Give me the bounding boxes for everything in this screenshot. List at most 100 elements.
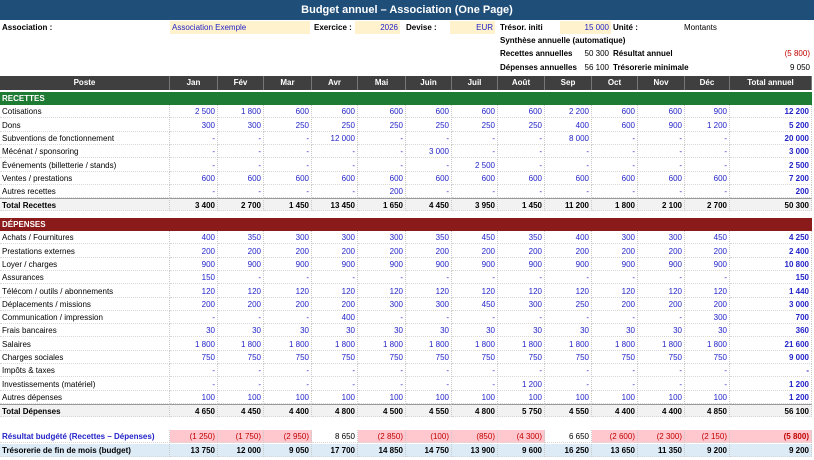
table-cell: - (452, 145, 498, 159)
table-cell: 120 (170, 284, 218, 298)
table-cell: 900 (312, 257, 358, 271)
table-cell: 4 450 (218, 404, 264, 418)
table-cell: (2 150) (685, 430, 730, 443)
table-cell: (2 600) (592, 430, 638, 443)
table-cell: (4 300) (498, 430, 545, 443)
table-cell: 4 250 (730, 231, 812, 245)
table-cell: 250 (312, 118, 358, 132)
section-header: RECETTES (0, 92, 812, 105)
table-cell: - (218, 145, 264, 159)
table-cell: - (638, 271, 685, 285)
table-cell: (850) (452, 430, 498, 443)
table-cell: - (638, 145, 685, 159)
table-cell: 120 (592, 284, 638, 298)
table-cell: 300 (218, 118, 264, 132)
table-cell: - (406, 131, 452, 145)
table-cell: 200 (264, 244, 312, 258)
table-cell: 600 (498, 171, 545, 185)
table-cell: 100 (218, 390, 264, 404)
table-cell: 750 (406, 351, 452, 364)
table-cell: 600 (218, 171, 264, 185)
table-cell: 120 (498, 284, 545, 298)
table-cell: - (498, 131, 545, 145)
table-cell: - (452, 185, 498, 199)
summary-label: Dépenses annuelles (500, 63, 577, 72)
table-cell: 1 800 (452, 337, 498, 351)
summary-label: Trésorerie minimale (613, 63, 689, 72)
table-cell: 13 900 (452, 443, 498, 457)
row-label: Autres dépenses (0, 390, 170, 404)
table-cell: 360 (730, 324, 812, 338)
table-cell: 100 (452, 390, 498, 404)
table-cell: 4 850 (685, 404, 730, 418)
table-cell: - (312, 377, 358, 391)
table-cell: 4 650 (170, 404, 218, 418)
table-cell: - (218, 185, 264, 199)
table-cell: 11 350 (638, 443, 685, 457)
table-cell: - (218, 377, 264, 391)
table-cell: - (592, 145, 638, 159)
table-cell: 200 (170, 297, 218, 311)
table-cell: 120 (264, 284, 312, 298)
table-cell: - (358, 145, 406, 159)
table-cell: - (638, 364, 685, 378)
table-cell: 200 (638, 297, 685, 311)
table-cell: 600 (312, 105, 358, 119)
column-header: Déc (685, 76, 730, 90)
table-cell: 100 (170, 390, 218, 404)
table-cell: - (730, 364, 812, 378)
table-cell: - (406, 185, 452, 199)
table-cell: 600 (638, 105, 685, 119)
row-label: Autres recettes (0, 185, 170, 199)
table-cell: - (498, 185, 545, 199)
table-cell: 300 (264, 231, 312, 245)
table-cell: 900 (638, 257, 685, 271)
table-cell: 250 (545, 297, 592, 311)
table-cell: 4 400 (264, 404, 312, 418)
table-cell: - (170, 145, 218, 159)
table-cell: 1 800 (406, 337, 452, 351)
table-cell: - (312, 145, 358, 159)
table-cell: 4 800 (312, 404, 358, 418)
table-cell: - (545, 158, 592, 172)
column-header: Oct (592, 76, 638, 90)
table-cell: 1 200 (730, 377, 812, 391)
table-cell: 750 (452, 351, 498, 364)
table-cell: 2 400 (730, 244, 812, 258)
table-cell: (2 300) (638, 430, 685, 443)
table-cell: 9 600 (498, 443, 545, 457)
table-cell: 600 (406, 105, 452, 119)
table-cell: 30 (545, 324, 592, 338)
table-cell: 17 700 (312, 443, 358, 457)
table-cell: 750 (498, 351, 545, 364)
table-cell: - (452, 311, 498, 325)
table-cell: 1 800 (592, 337, 638, 351)
summary-title: Synthèse annuelle (automatique) (500, 36, 626, 45)
table-cell: 1 650 (358, 198, 406, 212)
table-cell: 300 (358, 297, 406, 311)
table-cell: 600 (545, 171, 592, 185)
table-cell: 1 800 (545, 337, 592, 351)
row-label: Ventes / prestations (0, 171, 170, 185)
table-cell: (100) (406, 430, 452, 443)
meta-label: Exercice : (314, 23, 352, 32)
row-label: Dons (0, 118, 170, 132)
table-cell: 1 200 (498, 377, 545, 391)
table-cell: 350 (498, 231, 545, 245)
meta-label: Devise : (406, 23, 437, 32)
table-cell: 13 450 (312, 198, 358, 212)
table-cell: - (312, 185, 358, 199)
table-cell: 9 050 (264, 443, 312, 457)
table-cell: 120 (218, 284, 264, 298)
table-cell: 900 (452, 257, 498, 271)
table-cell: 200 (592, 244, 638, 258)
row-label: Frais bancaires (0, 324, 170, 338)
table-cell: 900 (685, 257, 730, 271)
table-cell: 50 300 (730, 198, 812, 212)
table-cell: - (218, 271, 264, 285)
table-cell: - (170, 311, 218, 325)
table-cell: 8 650 (312, 430, 358, 443)
table-cell: 600 (638, 171, 685, 185)
table-cell: 56 100 (730, 404, 812, 418)
table-cell: 750 (170, 351, 218, 364)
